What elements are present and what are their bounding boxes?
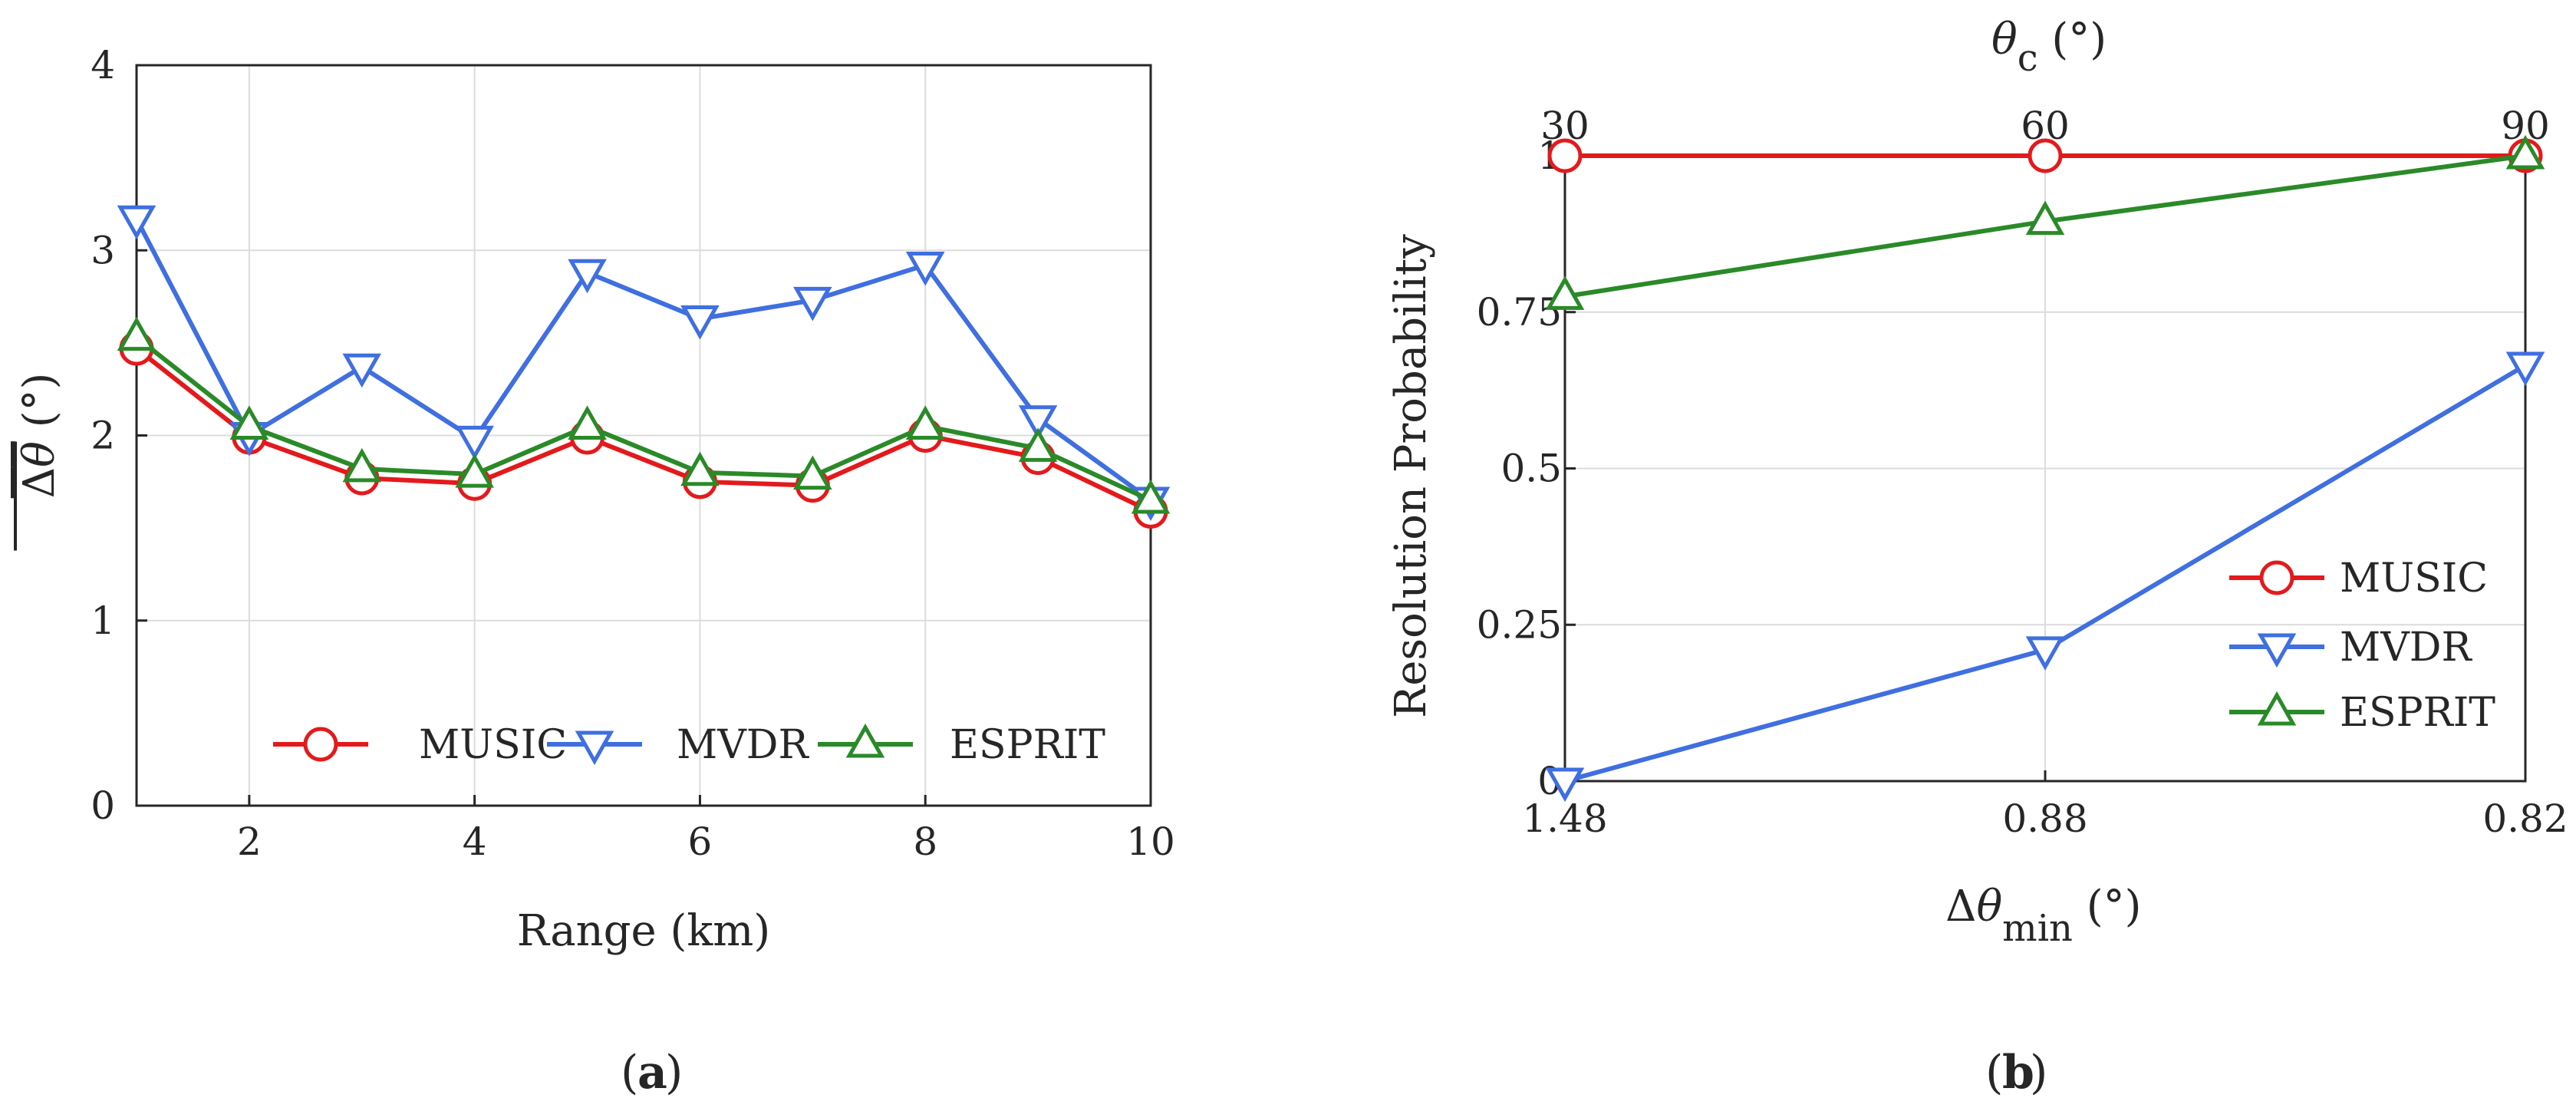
b-ytick-label: 0.5 bbox=[1500, 447, 1562, 491]
b-point-mvdr-0 bbox=[1545, 767, 1585, 803]
panel-label-a-close: ) bbox=[665, 1046, 683, 1098]
b-legend-label-esprit: ESPRIT bbox=[2340, 690, 2495, 736]
panel-label-b-close: ) bbox=[2030, 1046, 2047, 1098]
b-legend-label-music: MUSIC bbox=[2340, 556, 2488, 602]
b-point-esprit-2 bbox=[2505, 134, 2545, 170]
a-point-esprit-2 bbox=[229, 405, 269, 440]
b-xtick-label: 0.82 bbox=[2482, 796, 2568, 841]
a-xtick-label: 2 bbox=[237, 819, 262, 864]
a-point-esprit-4 bbox=[455, 453, 494, 488]
a-point-esprit-7 bbox=[793, 455, 832, 490]
chart-a: 2 4 6 8 10 0 1 2 3 4 MUSIC MVDR ESPRIT Range (km) Δθ (… bbox=[14, 43, 1175, 1098]
a-ytick-label: 2 bbox=[91, 414, 115, 458]
a-legend-label-music: MUSIC bbox=[419, 722, 567, 768]
a-point-mvdr-1 bbox=[117, 205, 156, 240]
a-point-esprit-5 bbox=[568, 405, 607, 440]
panel-label-b-letter: b bbox=[2002, 1046, 2034, 1098]
a-ytick-label: 0 bbox=[91, 783, 115, 828]
a-point-mvdr-6 bbox=[680, 305, 720, 340]
b-ytick-label: 0.75 bbox=[1477, 290, 1562, 335]
b-xtick-label: 0.88 bbox=[2002, 796, 2087, 841]
a-legend-label-esprit: ESPRIT bbox=[950, 722, 1105, 768]
b-point-esprit-1 bbox=[2025, 200, 2065, 236]
a-line-esprit bbox=[135, 335, 1152, 503]
a-point-mvdr-3 bbox=[342, 353, 382, 388]
b-legend-marker-music bbox=[2259, 560, 2294, 595]
a-xtick-label: 4 bbox=[463, 819, 487, 864]
a-line-music bbox=[135, 346, 1152, 514]
a-legend-label-mvdr: MVDR bbox=[677, 722, 809, 768]
a-point-mvdr-7 bbox=[793, 286, 832, 321]
b-legend-label-mvdr: MVDR bbox=[2340, 625, 2472, 671]
a-line-mvdr bbox=[134, 217, 1152, 503]
panel-label-a-letter: a bbox=[637, 1046, 667, 1098]
b-ylabel: Resolution Probability bbox=[1386, 234, 1436, 718]
a-point-mvdr-4 bbox=[455, 425, 494, 460]
a-xtick-label: 10 bbox=[1126, 819, 1175, 864]
a-point-mvdr-8 bbox=[905, 252, 945, 286]
a-xtick-label: 6 bbox=[688, 819, 713, 864]
a-point-esprit-1 bbox=[117, 316, 156, 351]
a-point-mvdr-5 bbox=[568, 259, 607, 294]
a-point-esprit-8 bbox=[905, 405, 945, 440]
a-legend: MUSIC MVDR ESPRIT bbox=[273, 722, 1105, 768]
b-xtick-label: 1.48 bbox=[1522, 796, 1607, 841]
a-xtick-label: 8 bbox=[913, 819, 937, 864]
b-series-mvdr bbox=[1545, 351, 2545, 803]
panel-label-a: ( bbox=[621, 1046, 638, 1098]
a-ytick-label: 4 bbox=[91, 43, 115, 87]
panel-label-b: ( bbox=[1985, 1046, 2003, 1098]
b-series-music bbox=[1547, 138, 2543, 173]
b-legend-marker-esprit bbox=[2257, 691, 2297, 726]
a-ylabel: Δθ (°) bbox=[15, 373, 64, 499]
a-ytick-label: 1 bbox=[91, 598, 115, 643]
b-point-music-1 bbox=[2028, 138, 2063, 173]
a-series-esprit bbox=[117, 316, 1171, 514]
a-point-esprit-6 bbox=[680, 451, 720, 486]
b-ytick-label: 0.25 bbox=[1477, 602, 1562, 647]
b-top-xlabel: θc (°) bbox=[1991, 15, 2107, 80]
b-point-mvdr-1 bbox=[2025, 636, 2065, 671]
b-point-esprit-0 bbox=[1545, 275, 1585, 310]
a-point-mvdr-9 bbox=[1018, 405, 1058, 440]
a-ytick-label: 3 bbox=[91, 228, 115, 272]
a-legend-marker-music bbox=[303, 727, 338, 762]
a-legend-marker-esprit bbox=[845, 723, 885, 758]
b-legend-marker-mvdr bbox=[2257, 633, 2297, 668]
b-legend: MUSIC MVDR ESPRIT bbox=[2229, 556, 2495, 736]
b-xlabel: Δθmin (°) bbox=[1945, 882, 2141, 950]
a-point-esprit-10 bbox=[1131, 479, 1171, 514]
a-series-music bbox=[119, 331, 1168, 529]
chart-b: 1.480.880.8230609000.250.50.751MUSICMVDR… bbox=[1386, 15, 2568, 1098]
a-point-esprit-3 bbox=[342, 447, 382, 483]
b-point-mvdr-2 bbox=[2505, 351, 2545, 387]
a-legend-marker-mvdr bbox=[575, 730, 614, 766]
a-xlabel: Range (km) bbox=[517, 906, 770, 956]
b-series-esprit bbox=[1545, 134, 2545, 310]
a-series-mvdr bbox=[117, 205, 1171, 522]
a-point-esprit-9 bbox=[1018, 427, 1058, 462]
b-point-music-0 bbox=[1547, 138, 1583, 173]
